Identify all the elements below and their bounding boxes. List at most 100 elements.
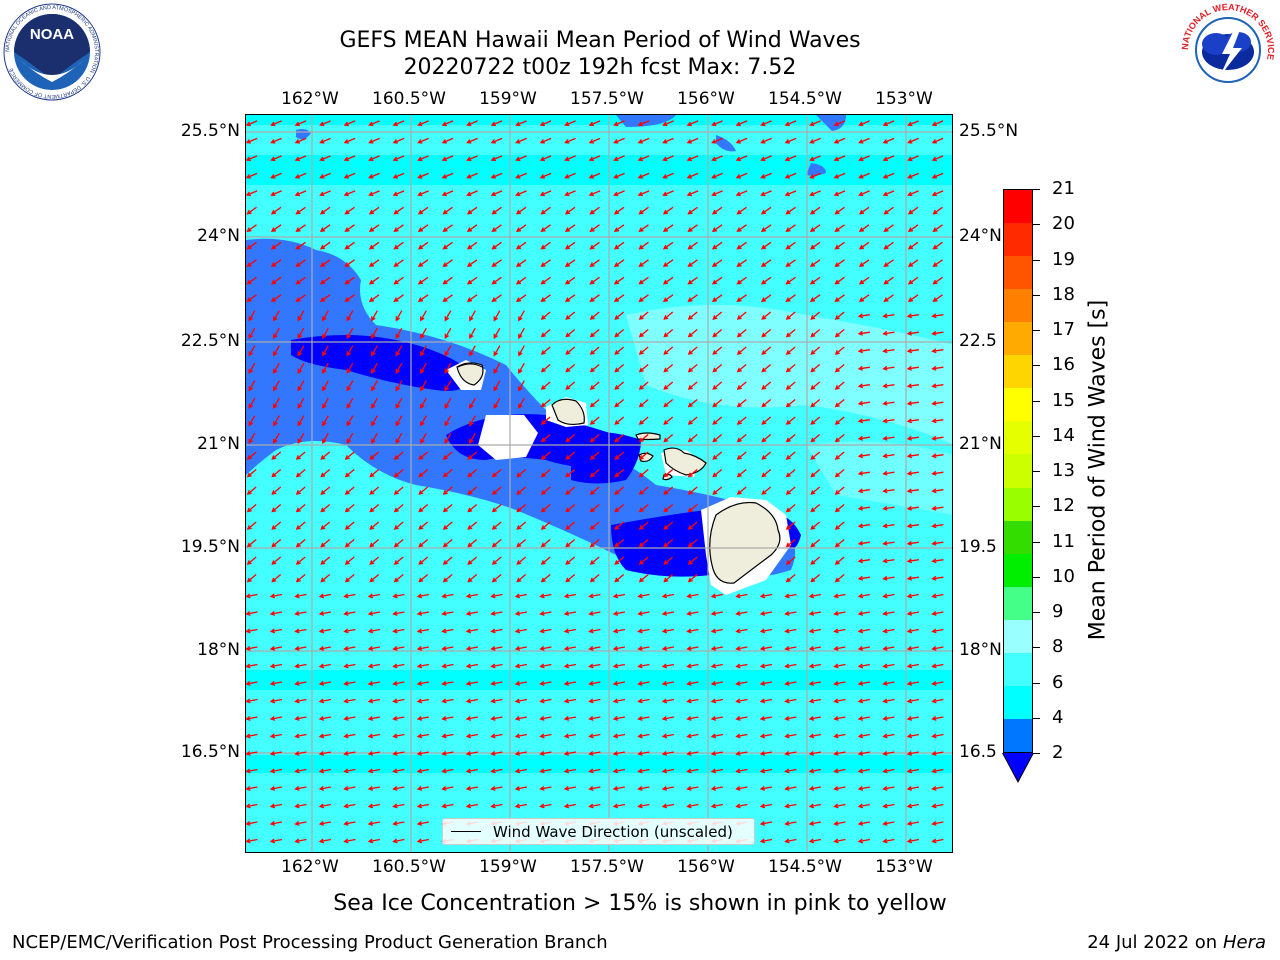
wind-wave-arrow xyxy=(907,190,919,197)
wind-wave-arrow xyxy=(736,364,747,373)
wind-wave-arrow xyxy=(735,698,748,704)
wind-wave-arrow xyxy=(809,172,821,179)
wind-wave-arrow xyxy=(785,276,796,285)
wind-wave-arrow xyxy=(735,172,748,179)
wind-wave-arrow xyxy=(490,610,503,616)
wind-wave-arrow xyxy=(271,556,282,565)
wind-wave-arrow xyxy=(784,593,797,599)
wind-wave-arrow xyxy=(343,820,356,826)
wind-wave-arrow xyxy=(368,137,380,144)
wind-wave-arrow xyxy=(614,346,625,355)
wind-wave-arrow xyxy=(736,311,747,320)
wind-wave-arrow xyxy=(369,504,380,513)
wind-wave-arrow xyxy=(712,434,723,443)
wind-wave-arrow xyxy=(493,362,501,374)
wind-wave-arrow xyxy=(465,593,479,599)
lon-label-top: 157.5°W xyxy=(570,89,644,109)
wind-wave-arrow xyxy=(785,434,796,443)
footer-date-text: 24 Jul 2022 on xyxy=(1087,932,1223,953)
wind-wave-arrow xyxy=(833,155,846,162)
wind-wave-arrow xyxy=(417,172,429,179)
wind-wave-arrow xyxy=(931,803,944,809)
wind-wave-arrow xyxy=(469,415,476,427)
wind-wave-arrow xyxy=(662,172,674,179)
wind-wave-arrow xyxy=(319,172,331,179)
wind-wave-arrow xyxy=(906,435,919,441)
wind-wave-arrow xyxy=(319,294,331,302)
wind-wave-arrow xyxy=(246,486,257,495)
wind-wave-arrow xyxy=(663,311,674,320)
wind-wave-arrow xyxy=(809,276,821,285)
wind-wave-arrow xyxy=(882,558,895,564)
wind-wave-arrow xyxy=(906,348,919,354)
wind-wave-arrow xyxy=(465,610,479,616)
wind-wave-arrow xyxy=(712,399,723,408)
wind-wave-arrow xyxy=(663,539,674,548)
colorbar-tick-label: 20 xyxy=(1052,213,1075,235)
wind-wave-arrow xyxy=(906,628,920,634)
wind-wave-arrow xyxy=(246,838,258,844)
wind-wave-arrow xyxy=(784,137,797,144)
wind-wave-arrow xyxy=(442,504,453,513)
wind-wave-arrow xyxy=(367,750,381,756)
wind-wave-arrow xyxy=(588,715,601,721)
wind-wave-arrow xyxy=(563,715,577,721)
wind-wave-arrow xyxy=(882,313,895,319)
colorbar-tick-label: 17 xyxy=(1052,319,1075,340)
wind-wave-arrow xyxy=(467,574,478,583)
wind-wave-arrow xyxy=(662,259,674,267)
period-deep-blue-region xyxy=(611,510,713,577)
wind-wave-arrow xyxy=(246,610,258,616)
wind-wave-arrow xyxy=(269,663,283,669)
wind-wave-arrow xyxy=(418,539,429,548)
wave-period-map xyxy=(246,115,952,852)
wind-wave-arrow xyxy=(857,540,870,546)
wind-wave-arrow xyxy=(466,241,478,250)
wind-wave-arrow xyxy=(589,259,600,267)
wind-wave-arrow xyxy=(589,539,600,548)
wind-wave-arrow xyxy=(857,575,870,581)
wind-wave-arrow xyxy=(637,768,650,774)
wind-wave-arrow xyxy=(711,241,723,250)
wind-wave-arrow xyxy=(662,206,674,215)
wind-wave-arrow xyxy=(465,785,479,791)
wind-wave-arrow xyxy=(857,593,871,599)
wind-wave-arrow xyxy=(540,241,551,250)
wind-wave-arrow xyxy=(614,416,625,425)
wind-wave-arrow xyxy=(344,556,355,565)
wind-wave-arrow xyxy=(736,241,747,250)
wind-wave-arrow xyxy=(810,329,821,338)
wind-wave-arrow xyxy=(882,820,895,826)
wind-wave-arrow xyxy=(514,593,528,599)
wind-wave-arrow xyxy=(687,364,698,373)
wind-wave-arrow xyxy=(931,540,944,546)
wind-wave-arrow xyxy=(514,733,528,739)
wind-wave-arrow xyxy=(638,451,649,460)
wind-wave-arrow xyxy=(515,294,527,302)
colorbar-tick xyxy=(1033,682,1040,684)
period-band xyxy=(246,670,952,690)
wind-wave-arrow xyxy=(931,750,944,756)
wind-wave-arrow xyxy=(271,521,282,530)
wind-wave-arrow xyxy=(834,294,845,302)
wind-wave-arrow xyxy=(761,329,772,338)
wind-wave-arrow xyxy=(518,397,525,409)
wind-wave-arrow xyxy=(759,785,773,791)
wind-wave-arrow xyxy=(515,224,527,232)
wind-wave-arrow xyxy=(368,224,380,232)
wind-wave-arrow xyxy=(638,574,649,583)
wind-wave-arrow xyxy=(491,539,502,548)
wind-wave-arrow xyxy=(785,416,796,425)
wind-wave-arrow xyxy=(857,488,870,494)
wind-wave-arrow xyxy=(784,750,797,756)
colorbar-tick xyxy=(1033,294,1040,296)
wind-wave-arrow xyxy=(735,733,748,739)
wind-wave-arrow xyxy=(931,470,944,476)
wind-wave-arrow xyxy=(857,435,870,441)
wind-wave-arrow xyxy=(736,399,747,408)
wind-wave-arrow xyxy=(857,785,871,791)
wind-wave-arrow xyxy=(662,224,674,232)
wind-wave-arrow xyxy=(442,276,453,285)
wind-wave-arrow xyxy=(906,470,919,476)
colorbar-tick xyxy=(1033,435,1040,437)
